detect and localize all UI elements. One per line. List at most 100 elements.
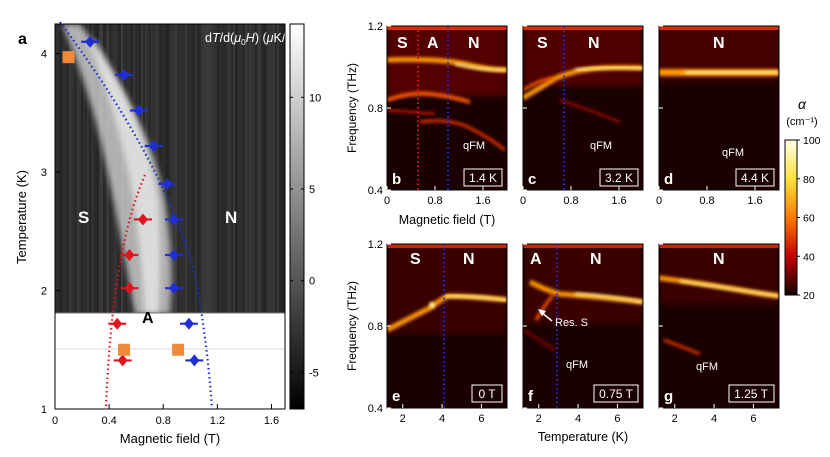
noise-streak bbox=[269, 24, 271, 314]
noise-streak bbox=[211, 24, 213, 314]
noise-streak bbox=[101, 24, 103, 314]
noise-streak bbox=[67, 24, 69, 314]
panel-f-top-edge bbox=[523, 244, 643, 248]
colorbar-a-tick-label: 5 bbox=[309, 184, 315, 196]
panel-d-xtick-label: 0 bbox=[656, 195, 662, 207]
panel-a-xtick-label: 0.4 bbox=[101, 415, 116, 427]
panel-c-band-2 bbox=[523, 76, 554, 92]
panel-e-ytick-label: 0.8 bbox=[368, 321, 383, 333]
data-point-diamond bbox=[183, 317, 194, 330]
panel-f-band-2 bbox=[534, 294, 555, 321]
noise-streak bbox=[279, 24, 281, 314]
panel-e-band-1-core bbox=[444, 294, 507, 302]
panel-b-top-edge bbox=[387, 26, 507, 30]
panel-f: A N Res. S qFM f 0.75 T bbox=[522, 243, 644, 409]
panel-a-ytick-label: 2 bbox=[41, 286, 47, 298]
noise-streak bbox=[209, 24, 211, 314]
region-s-label: S bbox=[78, 208, 89, 227]
panel-e-xtick-label: 6 bbox=[478, 413, 484, 425]
panel-b-band-3 bbox=[419, 119, 506, 152]
noise-streak bbox=[283, 24, 285, 314]
panel-e-ytick-label: 1.2 bbox=[368, 239, 383, 251]
noise-streak bbox=[57, 24, 59, 314]
panel-f-mode: qFM bbox=[566, 359, 588, 371]
panel-d-xtick-label: 0.8 bbox=[699, 195, 714, 207]
panel-d-xtick-label: 1.6 bbox=[747, 195, 762, 207]
noise-streak bbox=[87, 24, 89, 314]
noise-streak bbox=[193, 24, 195, 314]
panel-f-xtick-label: 2 bbox=[536, 413, 542, 425]
panel-a: a S N A dT/d(μ0H) (μK/T) 0 0.4 0.8 1.2 1.6 1 2… bbox=[14, 21, 321, 446]
noise-streak bbox=[207, 24, 209, 314]
noise-streak bbox=[257, 24, 259, 314]
noise-streak bbox=[215, 24, 217, 314]
noise-streak bbox=[159, 24, 161, 314]
data-point-diamond bbox=[124, 282, 135, 295]
panel-f-label-n: N bbox=[590, 251, 602, 268]
noise-streak bbox=[227, 24, 229, 314]
noise-streak bbox=[71, 24, 73, 314]
panel-e-hotspot bbox=[429, 302, 435, 308]
noise-streak bbox=[179, 24, 181, 314]
panel-a-markers bbox=[62, 35, 204, 367]
panel-f-value: 0.75 T bbox=[599, 387, 633, 401]
noise-streak bbox=[197, 24, 199, 314]
panel-b-label-s: S bbox=[397, 35, 408, 52]
alpha-unit: (cm⁻¹) bbox=[786, 116, 817, 128]
panel-d-top-edge bbox=[659, 26, 779, 30]
panel-b-value: 1.4 K bbox=[469, 171, 497, 185]
freq-label-bottom: Frequency (THz) bbox=[345, 281, 359, 371]
noise-streak bbox=[255, 24, 257, 314]
panel-g-value: 1.25 T bbox=[734, 387, 768, 401]
colorbar-a-tick-label: 10 bbox=[309, 92, 321, 104]
panel-b-xtick-label: 0 bbox=[384, 195, 390, 207]
panel-e-label-s: S bbox=[410, 251, 421, 268]
noise-streak bbox=[185, 24, 187, 314]
alpha-colorbar-ticks: 100 80 60 40 20 bbox=[797, 135, 821, 302]
colorbar-a-title: dT/d(μ0H) (μK/T) bbox=[205, 31, 297, 47]
noise-streak bbox=[103, 24, 105, 314]
panel-b-ytick-label: 0.4 bbox=[368, 185, 383, 197]
noise-streak bbox=[77, 24, 79, 314]
noise-streak bbox=[229, 24, 231, 314]
panel-c-label-s: S bbox=[537, 35, 548, 52]
noise-streak bbox=[165, 24, 167, 314]
data-point-diamond bbox=[85, 35, 96, 48]
region-n-label: N bbox=[225, 208, 237, 227]
panel-f-value-box bbox=[593, 384, 639, 403]
alpha-tick-label: 40 bbox=[803, 251, 815, 263]
panel-b-band-4 bbox=[387, 108, 436, 116]
data-point-diamond bbox=[137, 213, 148, 226]
freq-label-top: Frequency (THz) bbox=[345, 63, 359, 153]
panel-g-mode: qFM bbox=[696, 361, 718, 373]
noise-streak bbox=[89, 24, 91, 314]
noise-streak bbox=[247, 24, 249, 314]
data-point-diamond bbox=[112, 317, 123, 330]
data-point-diamond bbox=[169, 282, 180, 295]
noise-streak bbox=[189, 24, 191, 314]
panel-f-band-1-core bbox=[574, 292, 643, 304]
noise-streak bbox=[161, 24, 163, 314]
noise-streak bbox=[195, 24, 197, 314]
noise-streak bbox=[251, 24, 253, 314]
noise-streak bbox=[217, 24, 219, 314]
data-point-diamond bbox=[148, 140, 159, 153]
panel-f-letter: f bbox=[528, 388, 534, 405]
region-a-label: A bbox=[142, 310, 154, 327]
noise-streak bbox=[267, 24, 269, 314]
noise-streak bbox=[265, 24, 267, 314]
noise-streak bbox=[59, 24, 61, 314]
panel-g-band-2 bbox=[663, 338, 701, 356]
panel-a-low-region bbox=[55, 313, 285, 409]
panel-f-label-a: A bbox=[530, 251, 542, 268]
panel-a-xtick-label: 0 bbox=[52, 415, 58, 427]
data-point-diamond bbox=[119, 68, 129, 81]
noise-streak bbox=[173, 24, 175, 314]
panel-f-arrow-head bbox=[538, 309, 546, 316]
panel-a-bright-core bbox=[88, 40, 160, 314]
panel-a-xlabel: Magnetic field (T) bbox=[120, 431, 220, 446]
noise-streak bbox=[275, 24, 277, 314]
panel-c-heatmap bbox=[523, 26, 643, 190]
panel-f-band-3 bbox=[523, 328, 556, 352]
data-point-diamond bbox=[169, 249, 180, 261]
